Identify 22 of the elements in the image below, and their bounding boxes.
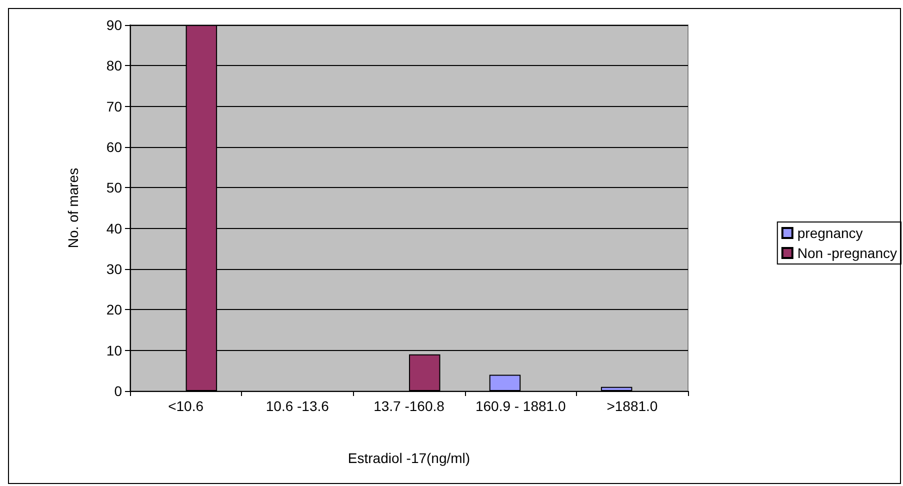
bar <box>489 374 521 391</box>
y-tick-label: 10 <box>106 342 122 358</box>
y-tick-label: 50 <box>106 180 122 196</box>
y-tick-label: 60 <box>106 139 122 155</box>
x-tick-label: 13.7 -160.8 <box>374 398 445 414</box>
y-tick-label: 70 <box>106 98 122 114</box>
y-tick-label: 90 <box>106 17 122 33</box>
y-tick-label: 20 <box>106 302 122 318</box>
y-tick-label: 30 <box>106 261 122 277</box>
y-axis-title: No. of mares <box>65 168 81 248</box>
x-tick-label: 160.9 - 1881.0 <box>475 398 566 414</box>
y-tick-label: 80 <box>106 58 122 74</box>
bar <box>409 354 440 391</box>
x-tick-label: >1881.0 <box>606 398 658 414</box>
legend-label: pregnancy <box>797 225 863 241</box>
x-tick-label: <10.6 <box>168 398 204 414</box>
x-tick-label: 10.6 -13.6 <box>266 398 330 414</box>
x-axis-title: Estradiol -17(ng/ml) <box>348 450 470 466</box>
y-tick-label: 40 <box>106 220 122 236</box>
bar <box>600 386 632 391</box>
y-tick-label: 0 <box>114 383 122 399</box>
legend-label: Non -pregnancy <box>797 245 898 261</box>
